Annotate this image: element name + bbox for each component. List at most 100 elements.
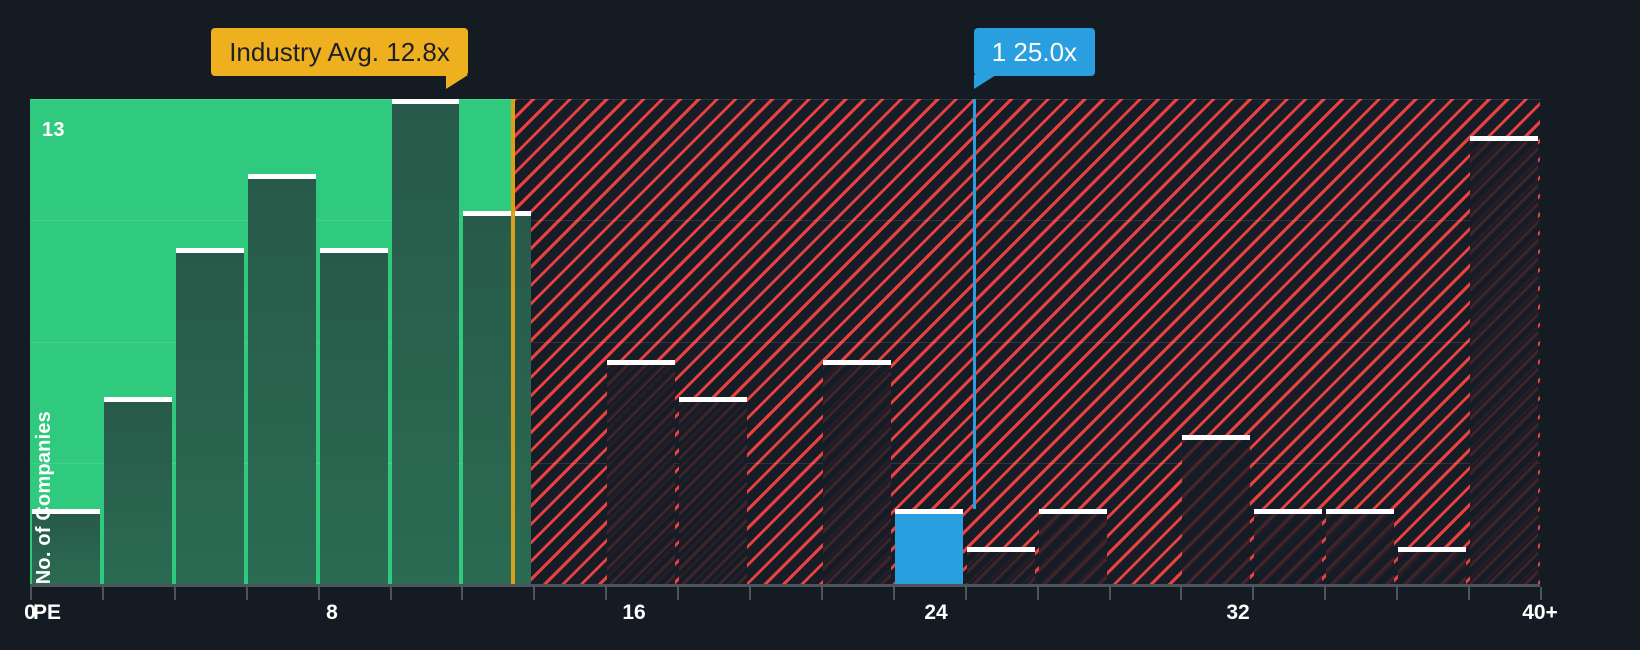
- bar[interactable]: [32, 509, 100, 584]
- x-axis-tick: [1108, 587, 1111, 600]
- bar-cap: [607, 360, 676, 366]
- bar-cap: [391, 99, 460, 104]
- bar-body: [1254, 514, 1323, 584]
- bar-cap: [247, 173, 316, 179]
- bar-cap: [1254, 509, 1323, 515]
- x-axis-label: 40+: [1522, 601, 1558, 624]
- bar-cap: [1326, 509, 1395, 515]
- bar-body: [247, 178, 316, 584]
- x-axis-tick: [892, 587, 895, 600]
- plot-area: [30, 99, 1540, 584]
- x-axis-tick: [820, 587, 823, 600]
- x-axis-tick: [173, 587, 176, 600]
- gridline: [30, 99, 1540, 100]
- x-axis-tick: [533, 587, 536, 600]
- x-axis-tick: [964, 587, 967, 600]
- bar-cap: [1038, 509, 1107, 515]
- bar-body: [966, 551, 1035, 584]
- industry-average-callout[interactable]: Industry Avg. 12.8x: [211, 28, 468, 89]
- y-max-label: 13: [42, 119, 65, 141]
- bar[interactable]: [607, 360, 676, 584]
- bar[interactable]: [822, 360, 891, 584]
- x-axis-tick: [101, 587, 104, 600]
- bar[interactable]: [1182, 434, 1251, 584]
- bar-body: [1470, 141, 1538, 584]
- x-axis-prefix-label: PE: [33, 601, 62, 624]
- bar[interactable]: [247, 173, 316, 584]
- x-axis-label: 16: [622, 601, 646, 624]
- bar-body: [607, 365, 676, 584]
- bar[interactable]: [679, 397, 748, 584]
- bar[interactable]: [966, 546, 1035, 584]
- x-axis-tick: [1036, 587, 1039, 600]
- x-axis-label: 32: [1226, 601, 1250, 624]
- industry-average-line: [511, 99, 516, 584]
- company-marker-line: [972, 99, 976, 510]
- bar[interactable]: [1398, 546, 1467, 584]
- bar-cap: [319, 248, 388, 254]
- bar-body: [103, 402, 172, 584]
- bar[interactable]: [103, 397, 172, 584]
- x-axis-tick: [245, 587, 248, 600]
- x-axis-tick: [677, 587, 680, 600]
- bar-selected[interactable]: [894, 509, 963, 584]
- bar-body: [1326, 514, 1395, 584]
- x-axis-tick: [1468, 587, 1471, 600]
- bar[interactable]: [1470, 136, 1538, 584]
- bar-cap: [103, 397, 172, 403]
- callout-tail: [445, 75, 468, 89]
- bar-cap: [32, 509, 100, 515]
- bar-cap: [679, 397, 748, 403]
- x-axis-tick: [1396, 587, 1399, 600]
- y-axis-title: No. of Companies: [33, 410, 55, 584]
- bar-body: [1182, 439, 1251, 584]
- x-axis-label: 8: [326, 601, 338, 624]
- bar-body: [463, 215, 532, 584]
- x-axis-tick: [461, 587, 464, 600]
- bar-cap: [822, 360, 891, 366]
- x-axis-tick: [1252, 587, 1255, 600]
- bar-cap: [463, 210, 532, 216]
- bar-cap: [966, 546, 1035, 552]
- bar[interactable]: [1326, 509, 1395, 584]
- bar-body: [319, 253, 388, 584]
- bar[interactable]: [391, 99, 460, 584]
- company-callout-label: 1 25.0x: [991, 36, 1078, 67]
- x-axis-tick: [1540, 587, 1542, 600]
- bar-body: [679, 402, 748, 584]
- x-axis-tick: [30, 587, 32, 600]
- x-axis-label: 0: [24, 601, 36, 624]
- x-axis-tick: [749, 587, 752, 600]
- bar[interactable]: [463, 210, 532, 584]
- bar-cap: [1182, 434, 1251, 440]
- bar-body: [175, 253, 244, 584]
- bar-cap: [1470, 136, 1538, 142]
- bar[interactable]: [1038, 509, 1107, 584]
- above-average-zone: [513, 99, 1540, 584]
- bar-cap: [1398, 546, 1467, 552]
- x-axis-line: [30, 584, 1540, 587]
- callout-tail: [973, 75, 996, 89]
- company-callout[interactable]: 1 25.0x: [973, 28, 1096, 89]
- bar[interactable]: [1254, 509, 1323, 584]
- x-axis-tick: [1324, 587, 1327, 600]
- bar[interactable]: [319, 248, 388, 584]
- x-axis-label: 24: [924, 601, 948, 624]
- bar-body: [822, 365, 891, 584]
- x-axis-tick: [317, 587, 320, 600]
- bar[interactable]: [175, 248, 244, 584]
- bar-body: [391, 104, 460, 584]
- bar-body: [1038, 514, 1107, 584]
- gridline: [30, 341, 1540, 343]
- x-axis-tick: [389, 587, 392, 600]
- gridline: [30, 462, 1540, 464]
- x-axis-tick: [1180, 587, 1183, 600]
- gridline: [30, 220, 1540, 222]
- x-axis-tick: [605, 587, 608, 600]
- bar-body: [32, 514, 100, 584]
- bar-body: [1398, 551, 1467, 584]
- industry-average-callout-label: Industry Avg. 12.8x: [229, 36, 450, 67]
- bar-cap: [175, 248, 244, 254]
- bar-body: [894, 514, 963, 584]
